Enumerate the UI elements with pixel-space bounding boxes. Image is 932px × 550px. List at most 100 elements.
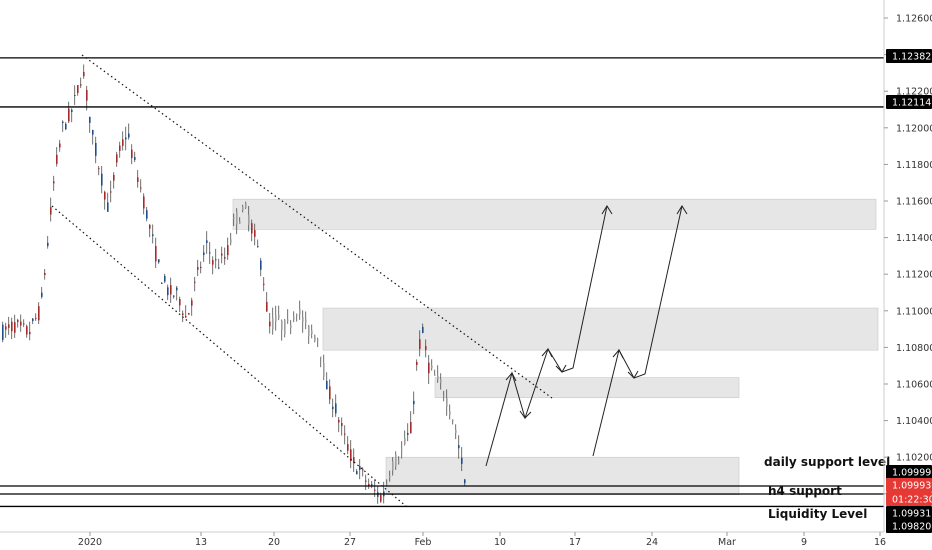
projection-arrowhead-2 bbox=[676, 205, 688, 215]
candle-body bbox=[419, 339, 421, 349]
candle bbox=[173, 295, 175, 299]
candle bbox=[437, 365, 439, 383]
zone-3 bbox=[434, 377, 740, 399]
time-axis[interactable]: 2020 13 20 27 Feb 10 17 24 Mar 9 16 bbox=[0, 531, 886, 548]
candle bbox=[395, 451, 397, 470]
candle bbox=[35, 313, 37, 321]
candle-body bbox=[386, 483, 388, 485]
candle bbox=[221, 246, 223, 264]
candle-body bbox=[5, 326, 7, 330]
level-liquidity-tag bbox=[886, 519, 932, 533]
candle-body bbox=[92, 129, 94, 135]
candle bbox=[365, 474, 367, 491]
candle bbox=[122, 131, 124, 151]
candle-body bbox=[155, 246, 157, 262]
candle-body bbox=[152, 234, 154, 236]
candle-body bbox=[380, 494, 382, 502]
candle-body bbox=[455, 429, 457, 434]
candle bbox=[80, 77, 82, 89]
candle-body bbox=[293, 316, 295, 320]
candle-body bbox=[266, 301, 268, 312]
candle-body bbox=[8, 324, 10, 328]
candle-body bbox=[164, 276, 166, 282]
candle-body bbox=[71, 109, 73, 113]
candle bbox=[359, 459, 361, 480]
candle-body bbox=[227, 245, 229, 256]
candle bbox=[11, 317, 13, 340]
candle-body bbox=[17, 320, 19, 322]
candle bbox=[47, 236, 49, 249]
candle-body bbox=[311, 330, 313, 335]
candle-body bbox=[11, 321, 13, 332]
candle bbox=[38, 302, 40, 325]
candle bbox=[77, 84, 79, 96]
candle bbox=[269, 312, 271, 334]
candle bbox=[293, 311, 295, 323]
candle bbox=[5, 322, 7, 338]
trend-channel bbox=[51, 54, 553, 508]
candle bbox=[404, 430, 406, 446]
candle bbox=[50, 197, 52, 222]
candle-body bbox=[389, 475, 391, 478]
candle bbox=[20, 314, 22, 332]
candle bbox=[434, 369, 436, 376]
candle-body bbox=[347, 443, 349, 451]
candle bbox=[140, 179, 142, 193]
candle-body bbox=[428, 362, 430, 374]
candle-body bbox=[284, 319, 286, 335]
candle bbox=[74, 85, 76, 106]
candle bbox=[149, 224, 151, 238]
candle-body bbox=[32, 318, 34, 322]
candle bbox=[317, 337, 319, 348]
candle bbox=[230, 232, 232, 246]
candle-body bbox=[221, 253, 223, 256]
candle bbox=[458, 435, 460, 459]
zone-2 bbox=[322, 307, 879, 351]
candle bbox=[260, 257, 262, 277]
candle-body bbox=[416, 362, 418, 365]
candle bbox=[41, 286, 43, 299]
candle bbox=[71, 108, 73, 123]
candle bbox=[422, 323, 424, 334]
candle bbox=[185, 305, 187, 319]
candle-body bbox=[215, 259, 217, 261]
candle-body bbox=[299, 308, 301, 315]
candle bbox=[155, 237, 157, 269]
candle-body bbox=[242, 206, 244, 211]
candle bbox=[440, 373, 442, 390]
candle bbox=[167, 284, 169, 301]
candle bbox=[134, 151, 136, 162]
candle bbox=[332, 398, 334, 418]
candle bbox=[191, 297, 193, 316]
candle-body bbox=[140, 187, 142, 189]
candle bbox=[101, 165, 103, 194]
candle-body bbox=[458, 445, 460, 449]
candle-body bbox=[374, 489, 376, 491]
candle bbox=[224, 247, 226, 265]
candle-body bbox=[116, 154, 118, 163]
candle bbox=[275, 305, 277, 331]
candle-body bbox=[122, 139, 124, 146]
candle-body bbox=[422, 326, 424, 333]
candle bbox=[461, 447, 463, 472]
candle bbox=[284, 318, 286, 338]
x-tick-label: 17 bbox=[569, 537, 581, 548]
candle-body bbox=[443, 395, 445, 397]
current-price-tag-label: 1.09993 bbox=[892, 481, 931, 492]
candle bbox=[119, 141, 121, 158]
candle bbox=[125, 126, 127, 151]
candle-body bbox=[437, 375, 439, 380]
candle-body bbox=[29, 331, 31, 335]
x-tick-label: Mar bbox=[718, 537, 736, 548]
y-tick-label: 1.11200 bbox=[896, 270, 932, 281]
candle-body bbox=[107, 202, 109, 212]
candle-body bbox=[407, 432, 409, 435]
candle bbox=[59, 139, 61, 152]
candle-body bbox=[26, 326, 28, 335]
candle-body bbox=[413, 400, 415, 405]
price-axis[interactable]: 1.126001.124001.122001.120001.118001.116… bbox=[883, 0, 932, 533]
candle-body bbox=[410, 422, 412, 434]
candle-body bbox=[344, 433, 346, 435]
y-tick-label: 1.11600 bbox=[896, 197, 932, 208]
